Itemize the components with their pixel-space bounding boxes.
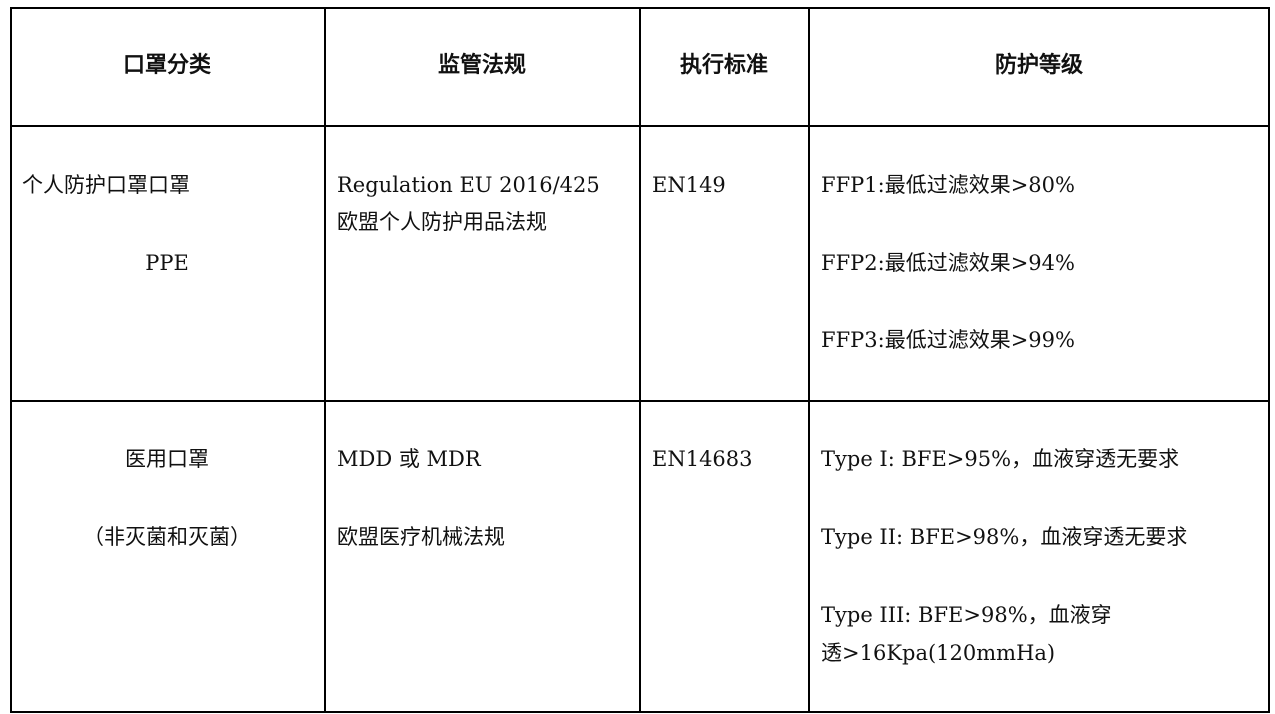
table-border <box>10 7 12 713</box>
table-border <box>808 7 810 713</box>
cell-category: 个人防护口罩口罩 <box>22 173 190 197</box>
header-regulation: 监管法规 <box>437 52 527 78</box>
cell-category-sub: （非灭菌和灭菌） <box>83 525 251 549</box>
cell-category: 医用口罩 <box>125 447 209 471</box>
cell-level: FFP1:最低过滤效果>80% <box>821 173 1075 197</box>
header-standard: 执行标准 <box>679 52 769 78</box>
header-level: 防护等级 <box>994 52 1084 78</box>
cell-regulation: Regulation EU 2016/425 <box>337 173 600 197</box>
cell-standard: EN14683 <box>652 447 753 471</box>
table-border <box>324 7 326 713</box>
cell-level: Type II: BFE>98%，血液穿透无要求 <box>821 525 1188 549</box>
table-border <box>639 7 641 713</box>
cell-category-sub: PPE <box>145 251 189 275</box>
cell-level: Type I: BFE>95%，血液穿透无要求 <box>821 447 1180 471</box>
cell-level: 透>16Kpa(120mmHa) <box>821 641 1056 665</box>
cell-level: FFP3:最低过滤效果>99% <box>821 328 1075 352</box>
table-border <box>1268 7 1270 713</box>
header-category: 口罩分类 <box>122 52 212 78</box>
cell-regulation-sub: 欧盟个人防护用品法规 <box>337 210 547 234</box>
cell-level: FFP2:最低过滤效果>94% <box>821 251 1075 275</box>
cell-standard: EN149 <box>652 173 726 197</box>
cell-regulation-sub: 欧盟医疗机械法规 <box>337 525 505 549</box>
cell-regulation: MDD 或 MDR <box>337 447 481 471</box>
cell-level: Type III: BFE>98%，血液穿 <box>821 603 1112 627</box>
